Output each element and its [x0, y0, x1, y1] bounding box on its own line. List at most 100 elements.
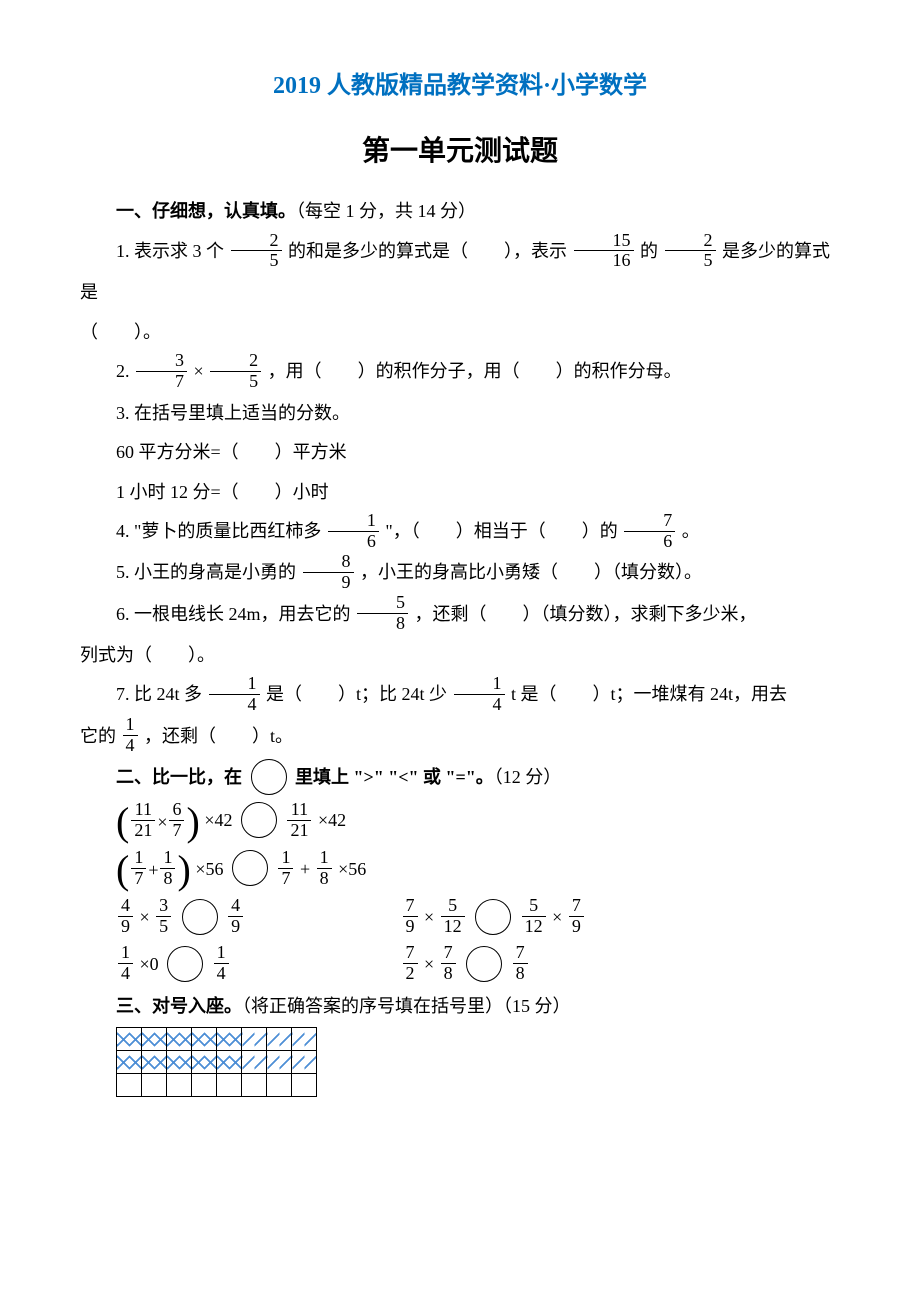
blank-circle-icon	[241, 802, 277, 838]
q1-c: 的	[640, 241, 658, 261]
eq-row-4: 14 ×0 14 72 × 78 78	[116, 941, 840, 988]
grid-cell	[192, 1028, 217, 1051]
frac-den: 4	[454, 695, 505, 715]
s2-head-a: 二、比一比，在	[116, 767, 242, 787]
frac: 49	[228, 896, 243, 937]
op: +	[148, 847, 158, 894]
frac-den: 2	[403, 964, 418, 984]
frac: 18	[160, 848, 175, 889]
q6-l2: 列式为（ ）。	[80, 636, 840, 676]
blank-circle-icon	[182, 899, 218, 935]
frac-den: 9	[118, 917, 133, 937]
frac-num: 3	[136, 351, 187, 372]
frac-num: 6	[169, 800, 184, 821]
frac-den: 8	[513, 964, 528, 984]
frac-num: 3	[156, 896, 171, 917]
q1-b: 的和是多少的算式是（ ），表示	[288, 241, 567, 261]
frac-num: 2	[210, 351, 261, 372]
frac-den: 5	[231, 251, 282, 271]
frac-den: 6	[328, 532, 379, 552]
frac-3-7: 37	[136, 351, 187, 392]
frac: 17	[131, 848, 146, 889]
grid-cell	[292, 1074, 317, 1097]
grid-cell	[217, 1051, 242, 1074]
frac-num: 5	[522, 896, 546, 917]
grid-cell	[267, 1028, 292, 1051]
q1-line1: 1. 表示求 3 个 25 的和是多少的算式是（ ），表示 1516 的 25 …	[80, 232, 840, 313]
eq-row-2: 17 + 18 ×56 17 + 18 ×56	[116, 846, 840, 894]
paren-group: 17 + 18	[116, 847, 191, 894]
frac: 14	[118, 943, 133, 984]
q4: 4. "萝卜的质量比西红柿多 16 "，（ ）相当于（ ）的 76 。	[80, 512, 840, 553]
frac-num: 7	[403, 943, 418, 964]
grid-cell	[142, 1028, 167, 1051]
frac-15-16: 1516	[574, 231, 634, 272]
frac: 1121	[287, 800, 311, 841]
blank-circle-icon	[167, 946, 203, 982]
q2-b: ×	[194, 361, 209, 381]
frac-den: 8	[317, 869, 332, 889]
q7-b: 是（ ）t；比 24t 少	[266, 684, 447, 704]
frac: 67	[169, 800, 184, 841]
frac-num: 1	[131, 848, 146, 869]
frac-den: 7	[278, 869, 293, 889]
frac-num: 1	[209, 674, 260, 695]
q4-a: 4. "萝卜的质量比西红柿多	[116, 521, 321, 541]
frac-den: 8	[160, 869, 175, 889]
grid-cell	[217, 1074, 242, 1097]
q4-b: "，（ ）相当于（ ）的	[385, 521, 617, 541]
q7-c: t 是（ ）t；一堆煤有 24t，用去	[511, 684, 787, 704]
frac-num: 7	[403, 896, 418, 917]
grid-cell	[117, 1074, 142, 1097]
s2-head-note: （12 分）	[494, 767, 562, 787]
frac-num: 1	[123, 715, 138, 736]
op: ×	[140, 907, 150, 927]
paren-group: 1121 × 67	[116, 799, 200, 846]
eq-col-left: 49 × 35 49	[116, 894, 396, 941]
frac-den: 7	[136, 372, 187, 392]
frac-num: 1	[118, 943, 133, 964]
frac-den: 9	[228, 917, 243, 937]
q7-e: ，还剩（ ）t。	[144, 726, 293, 746]
frac-num: 1	[317, 848, 332, 869]
eq-col-right: 79 × 512 512 × 79	[401, 894, 681, 941]
q4-c: 。	[682, 521, 700, 541]
frac-num: 1	[328, 511, 379, 532]
s3-head: 三、对号入座。	[116, 996, 242, 1016]
grid-cell	[117, 1051, 142, 1074]
grid-cell	[292, 1051, 317, 1074]
frac-den: 21	[131, 821, 155, 841]
frac-den: 21	[287, 821, 311, 841]
frac: 78	[441, 943, 456, 984]
op: ×	[157, 799, 167, 846]
section-3-head: 三、对号入座。（将正确答案的序号填在括号里）（15 分）	[80, 987, 840, 1027]
q2-c: ，用（ ）的积作分子，用（ ）的积作分母。	[268, 361, 682, 381]
q3-l1: 60 平方分米=（ ）平方米	[80, 433, 840, 473]
eq-row-1: 1121 × 67 ×42 1121 ×42	[116, 797, 840, 845]
frac-den: 6	[624, 532, 675, 552]
blank-circle-icon	[466, 946, 502, 982]
grid-cell	[267, 1074, 292, 1097]
frac: 79	[569, 896, 584, 937]
frac-den: 12	[441, 917, 465, 937]
q6-l1: 6. 一根电线长 24m，用去它的 58 ，还剩（ ）（填分数），求剩下多少米，	[80, 595, 840, 636]
page-title: 第一单元测试题	[80, 121, 840, 183]
op: ×0	[140, 954, 159, 974]
blank-circle-icon	[475, 899, 511, 935]
frac-1-4a: 14	[209, 674, 260, 715]
grid-cell	[192, 1051, 217, 1074]
frac-2-5: 25	[231, 231, 282, 272]
frac-num: 1	[278, 848, 293, 869]
mult: ×56	[338, 859, 366, 879]
frac-den: 4	[214, 964, 229, 984]
frac-2-5c: 25	[210, 351, 261, 392]
eq-row-3: 49 × 35 49 79 × 512 512 × 79	[116, 894, 840, 941]
frac-num: 8	[303, 552, 354, 573]
frac-den: 8	[357, 614, 408, 634]
frac-num: 1	[454, 674, 505, 695]
frac-1-4b: 14	[454, 674, 505, 715]
frac: 17	[278, 848, 293, 889]
frac-num: 4	[228, 896, 243, 917]
frac: 18	[317, 848, 332, 889]
frac-num: 7	[624, 511, 675, 532]
